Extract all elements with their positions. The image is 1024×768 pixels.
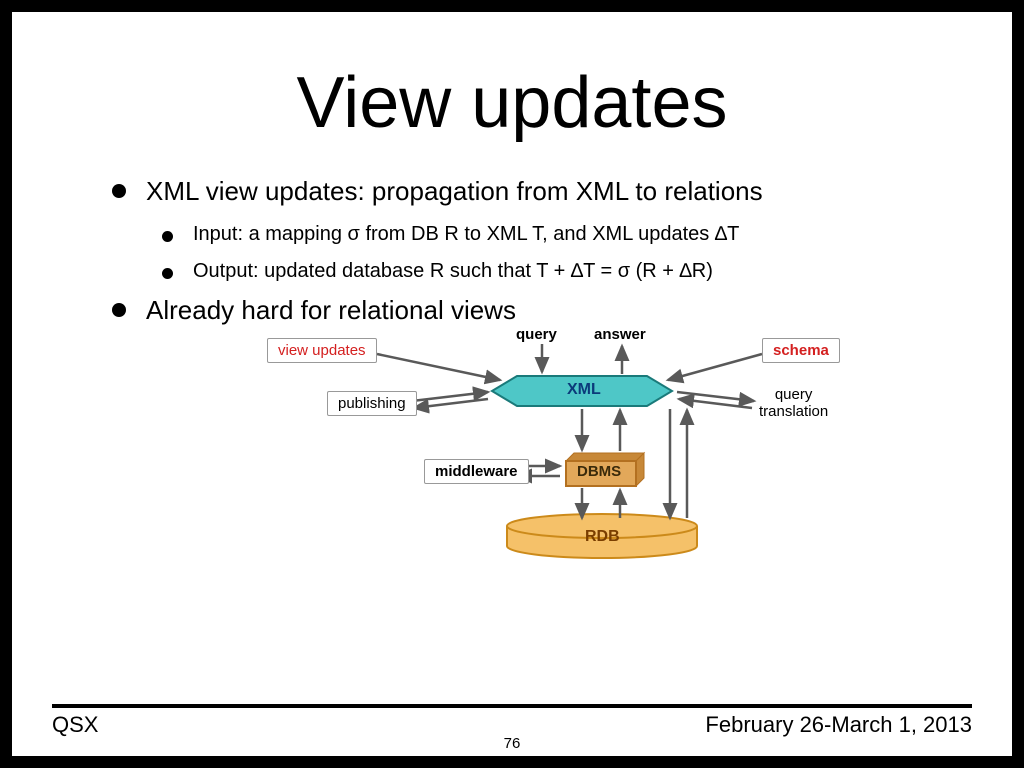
schema-label: schema	[762, 338, 840, 363]
page-number: 76	[504, 735, 521, 752]
slide-title: View updates	[52, 62, 972, 144]
footer-left: QSX	[52, 712, 98, 738]
slide-footer: QSX February 26-March 1, 2013	[52, 704, 972, 738]
arrow	[377, 354, 500, 380]
bullet-item: XML view updates: propagation from XML t…	[112, 174, 972, 209]
middleware-label: middleware	[424, 459, 529, 484]
bullet-item: Output: updated database R such that T +…	[162, 260, 972, 283]
xml-label: XML	[567, 381, 601, 399]
bullet-item: Input: a mapping σ from DB R to XML T, a…	[162, 223, 972, 246]
qt-l1: query	[775, 386, 813, 403]
answer-label: answer	[594, 326, 646, 343]
bullet-text: Already hard for relational views	[146, 293, 516, 328]
bullet-text: XML view updates: propagation from XML t…	[146, 174, 763, 209]
bullet-dot	[162, 231, 173, 242]
bullet-dot	[112, 303, 126, 317]
arrow	[668, 354, 762, 380]
bullet-text: Input: a mapping σ from DB R to XML T, a…	[193, 223, 739, 246]
slide: View updates XML view updates: propagati…	[12, 12, 1012, 756]
rdb-label: RDB	[585, 528, 620, 546]
footer-right: February 26-March 1, 2013	[705, 712, 972, 738]
bullet-dot	[112, 184, 126, 198]
bullet-item: Already hard for relational views	[112, 293, 972, 328]
sub-bullet-list: Input: a mapping σ from DB R to XML T, a…	[112, 223, 972, 283]
view-updates-label: view updates	[267, 338, 377, 363]
footer-rule	[52, 704, 972, 708]
dbms-label: DBMS	[577, 463, 621, 480]
query-translation-label: query translation	[759, 386, 828, 421]
bullet-dot	[162, 268, 173, 279]
query-label: query	[516, 326, 557, 343]
bullet-text: Output: updated database R such that T +…	[193, 260, 713, 283]
diagram-svg	[232, 336, 852, 566]
publishing-label: publishing	[327, 391, 417, 416]
architecture-diagram: view updates query answer schema publish…	[232, 336, 852, 566]
qt-l2: translation	[759, 403, 828, 420]
slide-content: XML view updates: propagation from XML t…	[52, 174, 972, 566]
